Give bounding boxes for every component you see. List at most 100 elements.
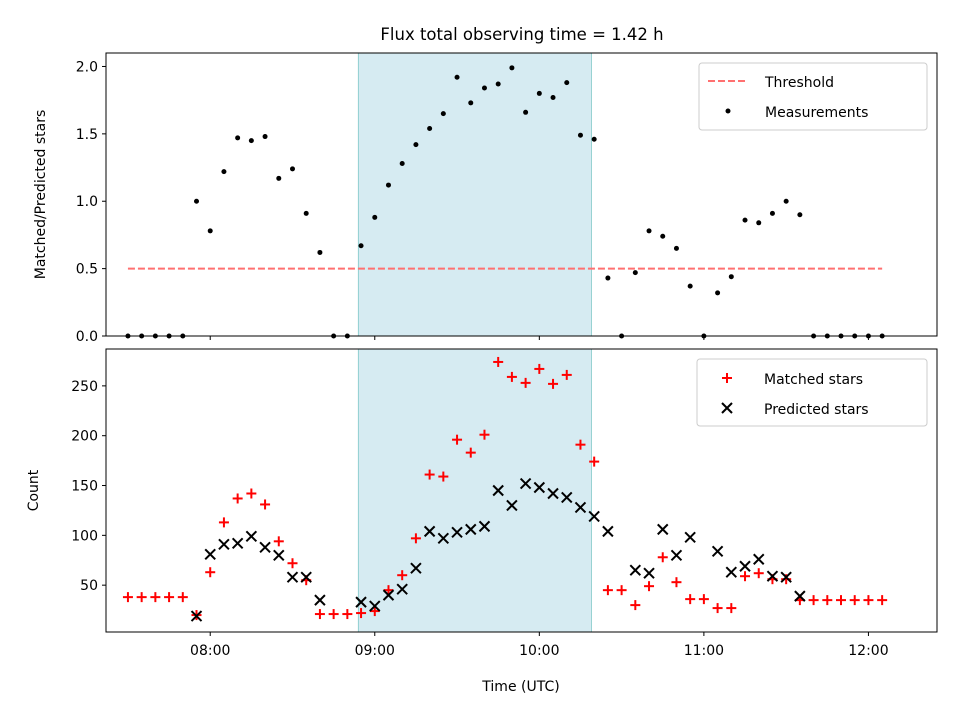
predicted-star-point [204,548,216,560]
predicted-stars-legend-label: Predicted stars [764,402,869,418]
count-x-ticks: 08:00 09:00 10:00 11:00 12:00 [190,632,889,659]
matched-star-point [177,592,188,603]
matched-star-point [287,558,298,569]
count-legend: Matched stars Predicted stars [696,358,928,427]
measurement-point [372,214,378,220]
matched-star-point [534,363,545,374]
y-tick-label: 0.5 [76,262,98,278]
predicted-star-point [492,484,504,497]
matched-star-point [849,595,860,606]
x-tick-label: 08:00 [190,643,230,659]
y-tick-label: 0.0 [76,329,98,345]
measurement-point [207,228,213,234]
y-tick-label: 1.5 [76,127,98,143]
matched-star-point [150,592,161,603]
matched-star-point [356,608,367,619]
measurement-point [605,275,611,281]
matched-star-point [863,595,874,606]
matched-star-point [369,606,380,617]
matched-stars-legend-swatch [722,373,732,383]
measurement-point [358,243,364,249]
predicted-star-point [218,538,230,551]
measurement-point [262,134,268,140]
x-tick-label: 12:00 [848,643,888,659]
matched-star-point [630,600,641,611]
matched-star-point [218,517,229,528]
matched-star-point [232,493,243,504]
measurement-point [742,217,748,223]
measurement-point [783,198,789,204]
predicted-star-point [300,571,312,583]
y-tick-label: 100 [71,528,98,544]
predicted-star-point [355,596,367,608]
predicted-star-point [519,477,532,490]
ratio-axes-frame [105,52,938,337]
x-axis-label: Time (UTC) [481,679,559,695]
predicted-star-point [465,523,477,536]
measurement-point [194,198,200,204]
predicted-stars-legend-swatch [721,402,733,414]
matched-star-point [616,585,627,596]
matched-star-point [698,594,709,605]
matched-star-point [671,577,682,588]
matched-star-point [602,585,613,596]
matched-star-point [122,592,133,603]
measurement-point [427,125,433,131]
matched-star-point [589,456,600,467]
predicted-star-point [739,560,751,572]
matched-star-point [685,594,696,605]
observing-window-highlight [357,52,592,337]
measurement-point [577,132,583,138]
matched-stars-legend-label: Matched stars [764,372,863,388]
measurement-point [276,175,282,181]
matched-star-point [575,439,586,450]
matched-star-point [164,592,175,603]
measurement-point [564,80,570,86]
predicted-star-point [245,530,258,543]
matched-stars-legend-marker [722,373,732,383]
ratio-y-ticks: 0.0 0.5 1.0 1.5 2.0 [76,59,106,345]
measurement-point [632,270,638,276]
ratio-panel: 0.00.51.01.52.0 Matched/Predicted stars … [33,52,938,345]
count-axes-frame [105,348,938,633]
predicted-star-point [684,531,696,544]
matched-star-point [383,585,394,596]
legend-box [698,62,928,131]
predicted-star-point [629,564,642,576]
matched-star-point [726,603,737,614]
predicted-star-point [369,600,381,612]
matched-star-point [493,356,504,367]
measurement-point [481,85,487,91]
predicted-star-point [547,487,559,500]
predicted-star-point [382,589,395,601]
ratio-x-ticks [209,336,869,340]
measurements-legend-swatch [725,108,731,114]
matched-star-point [342,609,353,620]
matched-star-point [520,377,531,388]
predicted-star-point [396,583,408,595]
count-plot-area [122,356,888,622]
measurement-point [673,245,679,251]
measurement-point [687,283,693,289]
predicted-star-point [753,553,765,565]
y-tick-label: 2.0 [76,59,98,75]
matched-star-point [644,581,655,592]
measurement-point [660,233,666,239]
predicted-star-point [794,590,806,602]
predicted-star-point [725,566,738,578]
predicted-star-point [451,526,463,539]
measurement-point [550,94,556,100]
matched-star-point [397,570,408,581]
matched-star-point [452,434,463,445]
measurement-point [317,249,323,255]
matched-star-point [424,469,435,480]
matched-star-point [548,378,559,389]
measurement-point [413,142,419,148]
predicted-stars-legend-marker [721,402,733,414]
predicted-star-point [259,541,271,554]
predicted-star-point [711,545,724,557]
matched-star-point [246,488,257,499]
measurement-point [248,138,254,144]
matched-star-point [136,592,147,603]
matched-star-point [410,533,421,544]
